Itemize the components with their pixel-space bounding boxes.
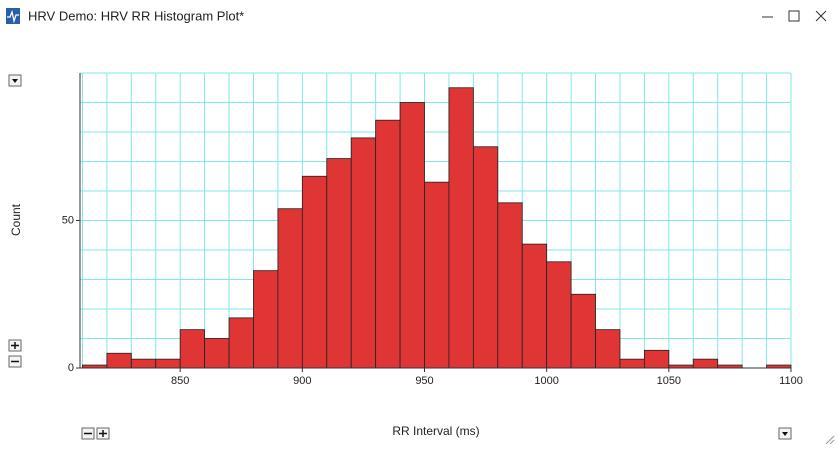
window-title: HRV Demo: HRV RR Histogram Plot* [28, 8, 244, 23]
plot: 0 50 850 900 950 1000 1050 1100 [62, 72, 803, 387]
bar [106, 352, 132, 369]
maximize-button[interactable] [788, 10, 800, 22]
y-axis-label: Count [9, 203, 23, 236]
y-menu-button[interactable] [8, 74, 22, 87]
x-tick-label: 1000 [534, 375, 558, 387]
bar [644, 349, 670, 369]
bar [326, 158, 352, 369]
bar [399, 102, 425, 369]
bar [692, 358, 719, 369]
bar [448, 87, 474, 369]
bar [179, 329, 206, 369]
bar [253, 270, 279, 369]
bar [155, 358, 181, 369]
bar [130, 358, 157, 369]
x-menu-button[interactable] [778, 427, 792, 440]
y-tick-label: 50 [62, 214, 74, 226]
x-tick-label: 900 [293, 375, 311, 387]
bar [424, 181, 450, 369]
bar [595, 329, 621, 369]
bar [472, 146, 499, 369]
app-icon-glyph [7, 9, 19, 24]
y-tick-label: 0 [68, 362, 74, 374]
bar [228, 317, 254, 369]
x-tick-label: 850 [171, 375, 189, 387]
y-zoom-out[interactable] [8, 355, 22, 368]
bar [375, 119, 401, 369]
bar [204, 338, 230, 369]
x-zoom-in[interactable] [96, 427, 110, 440]
title-bar [0, 0, 838, 33]
bar [350, 137, 377, 369]
bar [546, 261, 572, 369]
x-tick-label: 1050 [657, 375, 681, 387]
x-zoom-out[interactable] [81, 427, 95, 440]
bar [277, 208, 303, 369]
bar [521, 243, 548, 369]
bar [619, 358, 645, 369]
y-zoom-in[interactable] [8, 339, 22, 352]
close-button[interactable] [815, 10, 827, 22]
resize-grip [825, 435, 835, 445]
x-axis-label: RR Interval (ms) [392, 424, 479, 438]
bar [570, 293, 596, 369]
x-tick-label: 1100 [779, 375, 803, 387]
bar [301, 175, 328, 369]
x-tick-label: 950 [415, 375, 433, 387]
bar [497, 202, 523, 369]
